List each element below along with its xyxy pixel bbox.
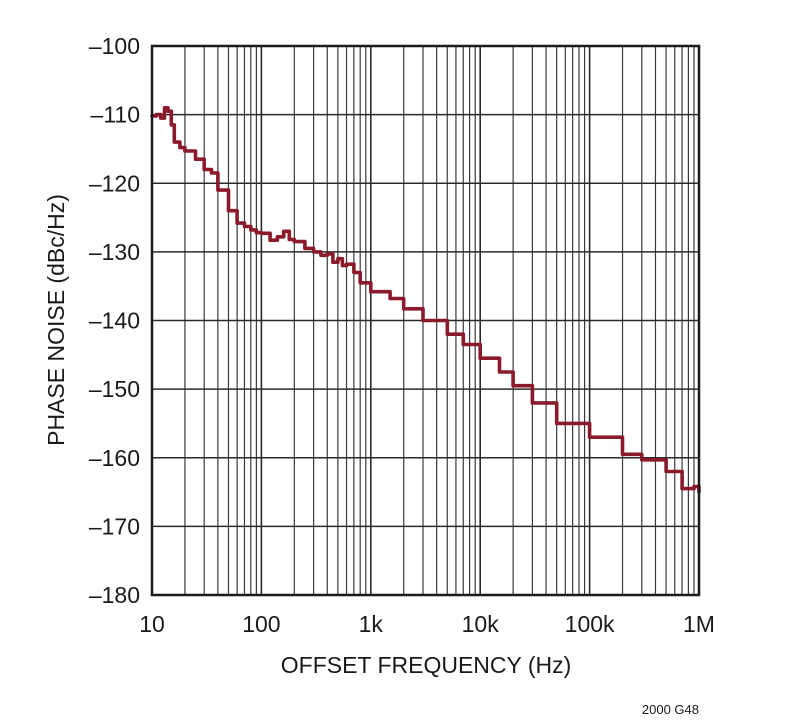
x-tick-label: 100 [242, 611, 280, 637]
y-tick-label: –150 [89, 376, 140, 402]
y-tick-label: –180 [89, 582, 140, 608]
y-tick-labels: –100 –110 –120 –130 –140 –150 –160 –170 –180 [89, 33, 140, 608]
x-tick-label: 10 [139, 611, 165, 637]
y-tick-label: –160 [89, 445, 140, 471]
x-tick-labels: 10 100 1k 10k 100k 1M [139, 611, 715, 637]
x-tick-label: 10k [462, 611, 500, 637]
y-tick-label: –170 [89, 513, 140, 539]
x-tick-label: 1k [359, 611, 384, 637]
x-tick-label: 100k [565, 611, 615, 637]
y-tick-label: –120 [89, 170, 140, 196]
phase-noise-series-line [150, 106, 701, 494]
y-axis-title: PHASE NOISE (dBc/Hz) [43, 194, 69, 446]
x-tick-label: 1M [683, 611, 715, 637]
y-tick-label: –110 [91, 102, 140, 128]
y-tick-label: –130 [89, 239, 140, 265]
x-axis-title: OFFSET FREQUENCY (Hz) [281, 652, 572, 678]
series-layer [150, 106, 701, 494]
plot-frame [150, 44, 701, 597]
y-tick-label: –100 [89, 33, 140, 59]
y-tick-label: –140 [89, 308, 140, 334]
figure-id-label: 2000 G48 [642, 702, 699, 717]
